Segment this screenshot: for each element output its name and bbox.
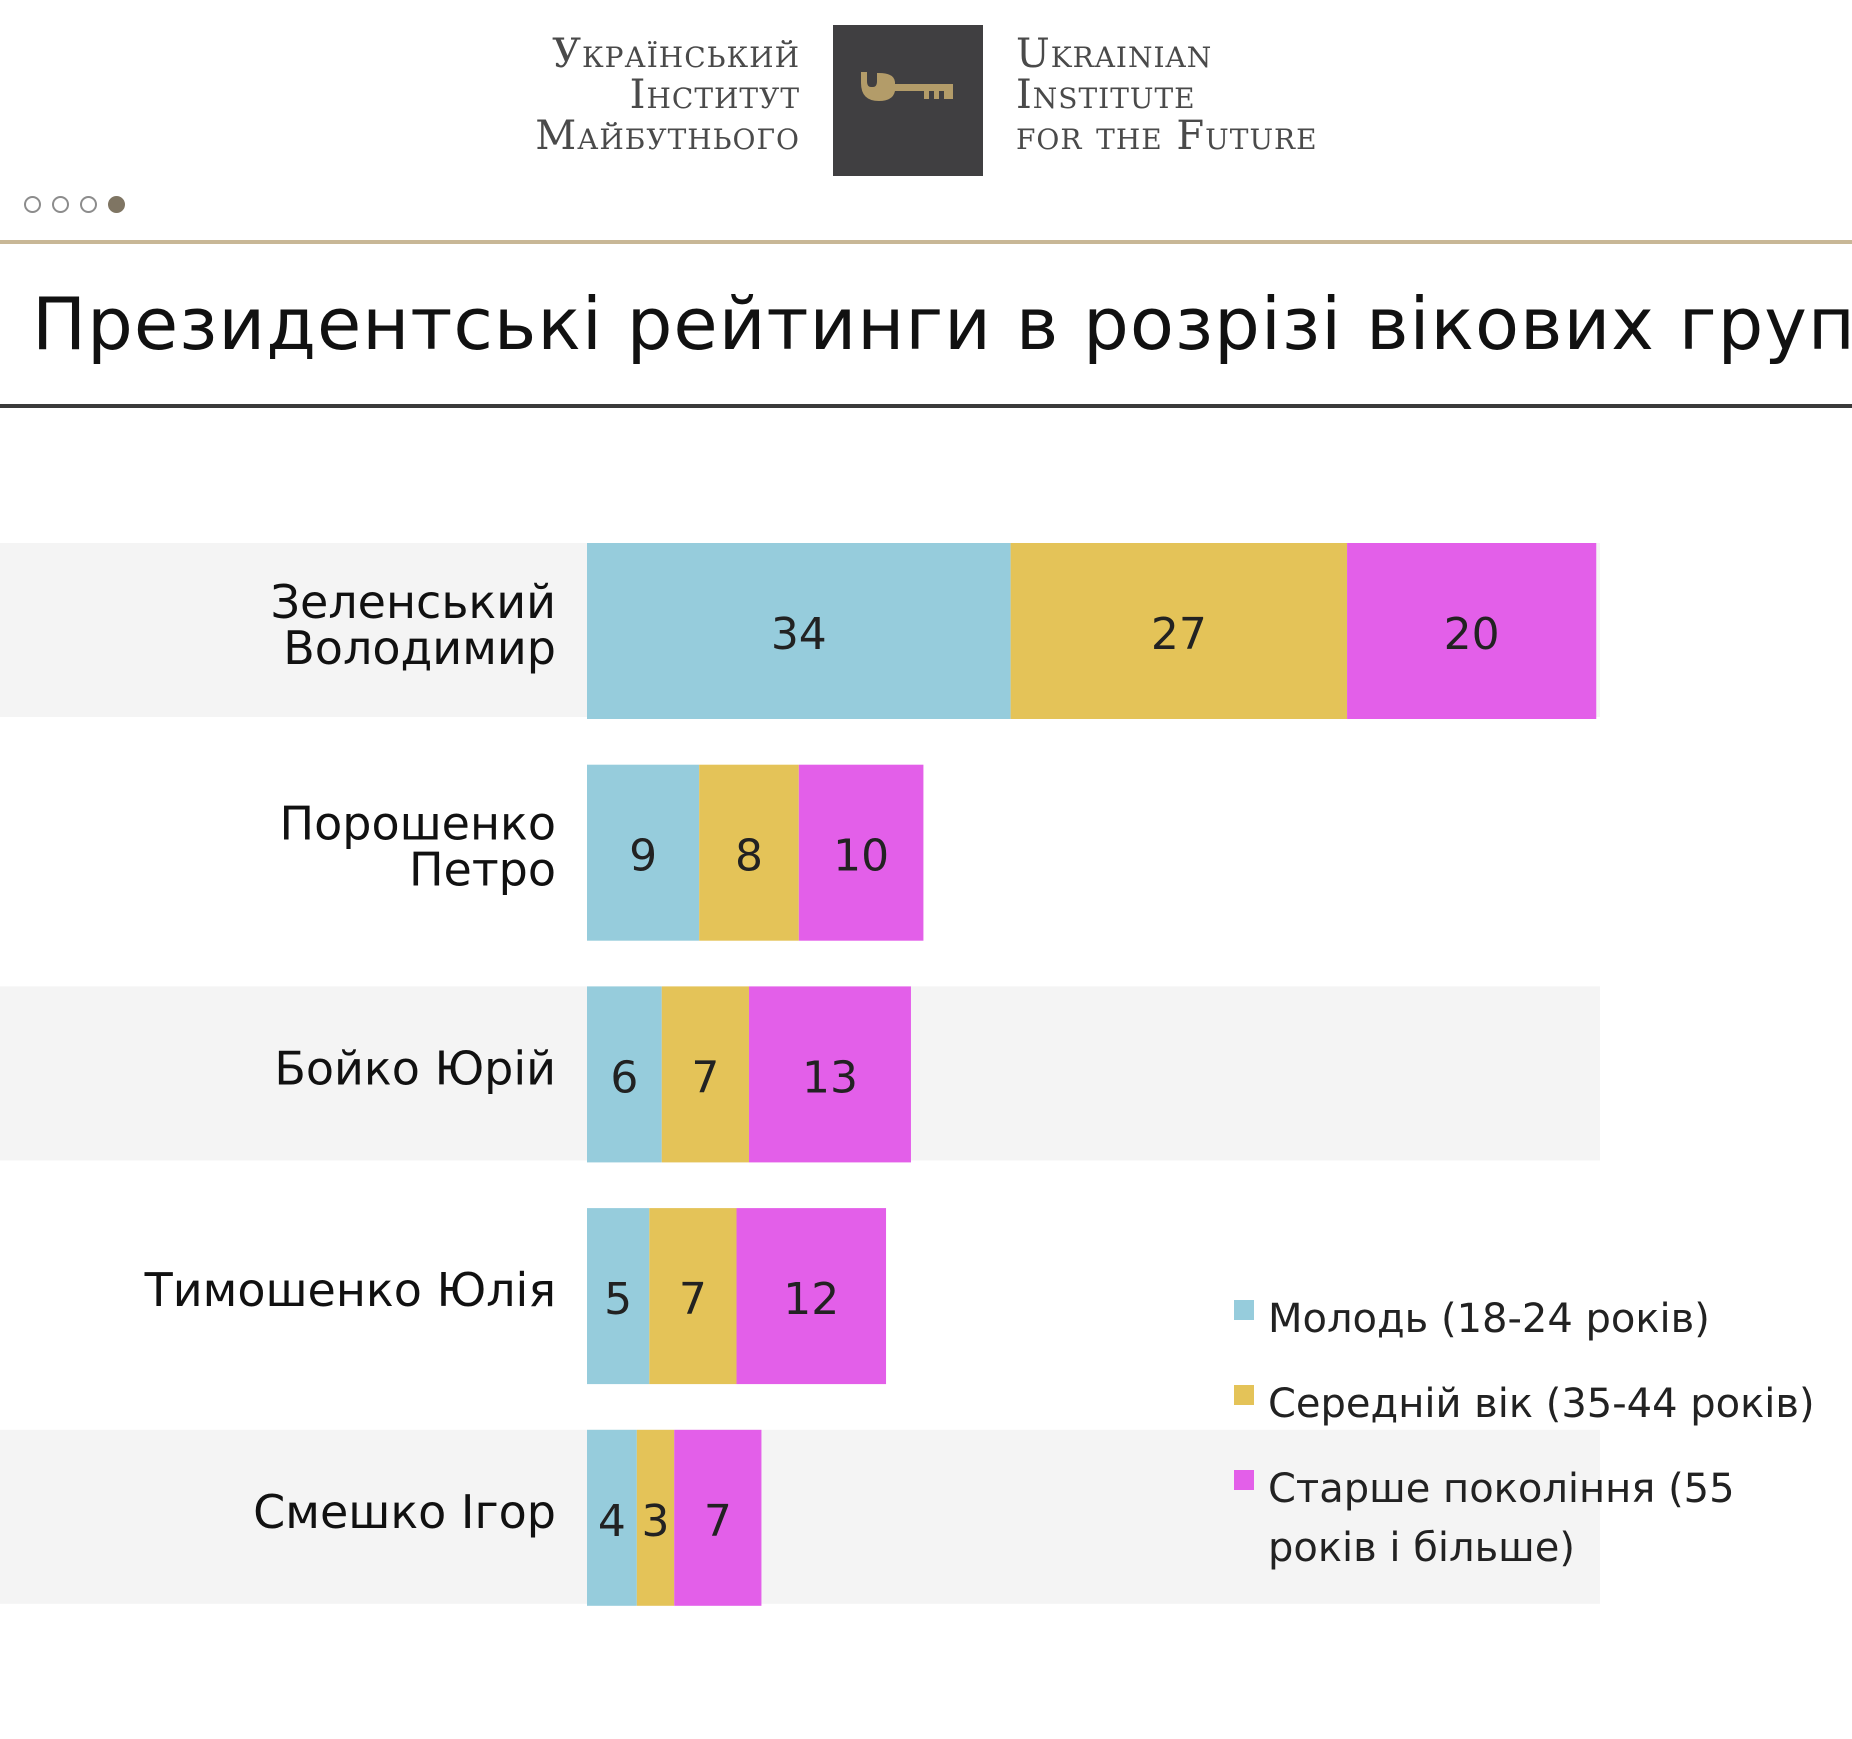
slide-dot-active[interactable] xyxy=(108,196,125,213)
bar-segment xyxy=(699,764,799,941)
logo xyxy=(833,25,983,176)
org-name-ukrainian: Український Інститут Майбутнього xyxy=(535,34,800,157)
bar-segment xyxy=(1010,543,1348,719)
category-label: Порошенко xyxy=(280,797,556,851)
org-name-english: Ukrainian Institute for the Future xyxy=(1016,34,1318,157)
category-label: Бойко Юрій xyxy=(274,1041,556,1095)
bar-segment xyxy=(587,764,700,941)
legend-item: Середній вік (35-44 років) xyxy=(1234,1375,1834,1434)
data-label: 8 xyxy=(735,831,763,882)
org-name-en-line-2: Institute xyxy=(1016,72,1196,118)
category-label: Смешко Ігор xyxy=(253,1485,556,1539)
legend-item: Молодь (18-24 років) xyxy=(1234,1290,1834,1349)
bar-segment xyxy=(587,543,1011,719)
data-label: 3 xyxy=(642,1496,670,1547)
legend-swatch xyxy=(1234,1300,1254,1320)
bar-segment xyxy=(674,1429,762,1606)
bar-segment xyxy=(587,986,662,1163)
bar-segment xyxy=(587,1208,650,1385)
chart-title: Президентські рейтинги в розрізі вікових… xyxy=(32,282,1852,366)
slide-dot[interactable] xyxy=(52,196,69,213)
data-label: 7 xyxy=(704,1496,732,1547)
data-label: 20 xyxy=(1444,609,1500,660)
data-label: 27 xyxy=(1151,609,1207,660)
data-label: 9 xyxy=(629,831,657,882)
slide-dot[interactable] xyxy=(80,196,97,213)
org-name-ua-line-2: Інститут xyxy=(629,72,800,118)
legend-swatch xyxy=(1234,1385,1254,1405)
category-label: Зеленський xyxy=(270,575,556,629)
category-label: Петро xyxy=(409,843,556,897)
bar-segment xyxy=(661,986,749,1163)
chart-legend: Молодь (18-24 років) Середній вік (35-44 … xyxy=(1234,1290,1834,1604)
data-label: 34 xyxy=(771,609,827,660)
bar-segment xyxy=(636,1429,675,1606)
bar-segment xyxy=(748,986,911,1163)
org-name-en-line-3: for the Future xyxy=(1016,113,1318,159)
data-label: 7 xyxy=(691,1052,719,1103)
data-label: 12 xyxy=(783,1274,839,1325)
org-name-ua-line-3: Майбутнього xyxy=(535,113,800,159)
key-icon xyxy=(861,72,953,101)
org-name-ua-line-1: Український xyxy=(552,31,800,77)
data-label: 13 xyxy=(802,1052,858,1103)
slide-dot[interactable] xyxy=(24,196,41,213)
title-divider xyxy=(0,404,1852,408)
legend-label: Старше покоління (55 років і більше) xyxy=(1268,1466,1735,1571)
legend-label: Середній вік (35-44 років) xyxy=(1268,1381,1815,1427)
legend-label: Молодь (18-24 років) xyxy=(1268,1296,1710,1342)
bar-segment xyxy=(1347,543,1597,719)
data-label: 10 xyxy=(833,831,889,882)
category-label: Володимир xyxy=(283,621,556,675)
data-label: 7 xyxy=(679,1274,707,1325)
bar-segment xyxy=(736,1208,887,1385)
data-label: 6 xyxy=(610,1052,638,1103)
category-label: Тимошенко Юлія xyxy=(144,1263,556,1317)
row-band xyxy=(0,1429,1600,1604)
bar-segment xyxy=(798,764,924,941)
org-name-en-line-1: Ukrainian xyxy=(1016,31,1213,77)
data-label: 4 xyxy=(598,1496,626,1547)
bar-segment xyxy=(587,1429,637,1606)
legend-item: Старше покоління (55 років і більше) xyxy=(1234,1460,1834,1578)
legend-swatch xyxy=(1234,1470,1254,1490)
header-divider xyxy=(0,240,1852,244)
slide-dots xyxy=(24,196,125,213)
data-label: 5 xyxy=(604,1274,632,1325)
header: Український Інститут Майбутнього Ukraini… xyxy=(0,0,1852,244)
bar-segment xyxy=(649,1208,737,1385)
